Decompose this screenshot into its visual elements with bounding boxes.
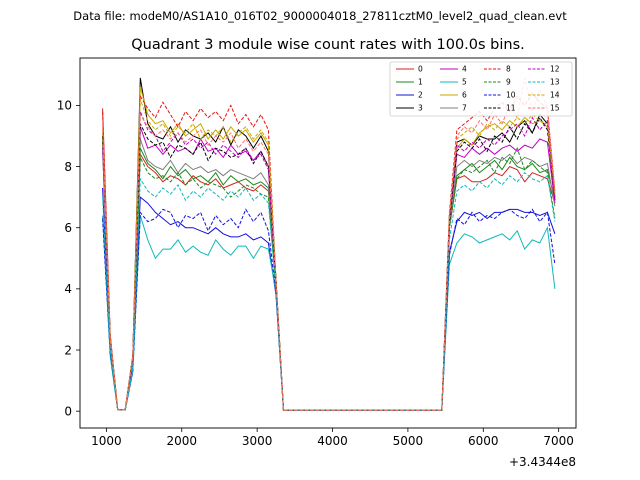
x-offset-label: +3.4344e8	[509, 455, 576, 469]
series-line-9	[102, 142, 556, 411]
series-line-14	[102, 99, 556, 411]
series-line-13	[102, 172, 556, 411]
x-tick-label: 6000	[468, 434, 499, 448]
legend-label: 8	[506, 65, 511, 74]
series-line-12	[102, 111, 556, 411]
plot-area: 1000 2000 3000 4000 5000 6000 7000024681001234…	[57, 57, 577, 448]
x-tick-label: 1000	[91, 434, 122, 448]
legend-label: 7	[462, 104, 467, 113]
series-line-10	[102, 208, 556, 411]
x-tick-label: 4000	[317, 434, 348, 448]
y-tick-label: 8	[64, 160, 72, 174]
series-line-1	[102, 138, 556, 411]
x-tick-label: 7000	[543, 434, 574, 448]
axes-frame	[79, 57, 577, 429]
series-line-4	[102, 126, 556, 411]
series-line-5	[102, 215, 556, 411]
x-tick-label: 2000	[166, 434, 197, 448]
legend-label: 12	[550, 65, 560, 74]
legend-box	[389, 61, 573, 117]
y-tick-label: 0	[64, 404, 72, 418]
legend-label: 15	[550, 104, 560, 113]
series-line-7	[102, 138, 556, 411]
chart-suptitle: Data file: modeM0/AS1A10_016T02_90000040…	[73, 9, 567, 23]
series-group	[102, 77, 556, 411]
legend-label: 4	[462, 65, 467, 74]
y-tick-label: 2	[64, 343, 72, 357]
legend-label: 0	[418, 65, 423, 74]
series-line-0	[102, 108, 556, 411]
series-line-6	[102, 86, 556, 411]
legend-label: 11	[506, 104, 516, 113]
legend-label: 10	[506, 91, 516, 100]
y-tick-label: 6	[64, 221, 72, 235]
legend-label: 13	[550, 78, 560, 87]
y-tick-label: 4	[64, 282, 72, 296]
legend-label: 6	[462, 91, 467, 100]
legend-label: 1	[418, 78, 423, 87]
y-tick-label: 10	[57, 99, 72, 113]
legend-label: 14	[550, 91, 560, 100]
x-tick-label: 3000	[242, 434, 273, 448]
legend-label: 3	[418, 104, 423, 113]
chart-title: Quadrant 3 module wise count rates with …	[131, 37, 525, 53]
x-tick-label: 5000	[393, 434, 424, 448]
legend-label: 9	[506, 78, 511, 87]
legend-label: 5	[462, 78, 467, 87]
legend-label: 2	[418, 91, 423, 100]
